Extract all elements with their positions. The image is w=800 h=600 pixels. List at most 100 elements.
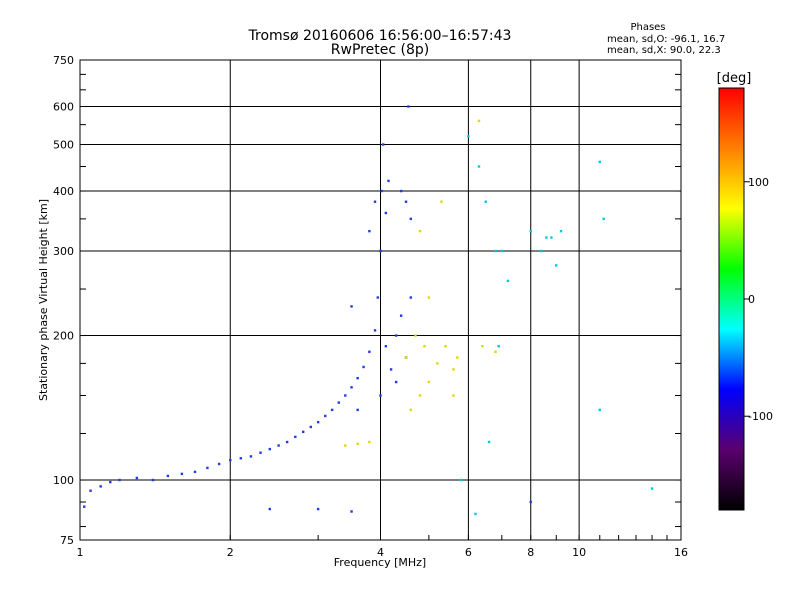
data-point-o (151, 478, 155, 482)
data-point-scattered (602, 217, 605, 221)
data-point-x (427, 380, 431, 384)
data-point-x (418, 394, 422, 397)
data-point-o (389, 368, 393, 371)
y-tick-label: 750 (53, 54, 74, 67)
data-point-x (427, 296, 431, 299)
stats-line-o: mean, sd,O: -96.1, 16.7 (607, 34, 725, 45)
data-point-o (373, 200, 377, 203)
data-point-o (409, 296, 412, 299)
data-point-x (414, 334, 417, 337)
data-point-o (330, 408, 334, 412)
data-point-o (217, 462, 221, 466)
data-point-scattered (550, 236, 553, 239)
data-point-scattered (487, 440, 491, 444)
data-point-scattered (467, 135, 470, 138)
y-tick-label: 200 (53, 330, 74, 343)
data-point-o (83, 505, 86, 508)
data-point-o (259, 451, 262, 454)
colorbar (718, 87, 745, 511)
y-tick-label: 100 (53, 474, 74, 487)
colorbar-ticks: 100 0 -100 (744, 176, 773, 423)
data-point-o (379, 394, 382, 397)
data-point-o (193, 470, 197, 474)
data-point-o (294, 435, 297, 439)
data-point-o (324, 414, 327, 418)
data-point-scattered (598, 408, 601, 412)
data-point-x (409, 408, 412, 412)
data-point-o (350, 386, 353, 389)
data-point-scattered (459, 478, 463, 482)
x-tick-label: 6 (465, 546, 472, 559)
data-point-scattered (484, 200, 487, 203)
data-point-o (394, 380, 398, 384)
y-ticks: 75 100 200 300 400 500 600 750 (53, 54, 681, 547)
data-point-scattered (559, 229, 563, 233)
data-point-o (384, 345, 388, 348)
data-point-o (381, 143, 385, 146)
chart-subtitle: RwPretec (8p) (331, 42, 429, 58)
data-point-scattered (506, 279, 510, 283)
data-point-o (239, 457, 243, 460)
data-point-scattered (474, 512, 477, 516)
data-point-o (180, 472, 184, 476)
data-point-scattered (650, 487, 654, 490)
x-tick-label: 8 (527, 546, 534, 559)
data-point-x (494, 350, 497, 353)
x-tick-label: 1 (77, 546, 84, 559)
data-point-o (268, 507, 271, 511)
data-point-x (344, 444, 347, 447)
data-point-x (418, 229, 422, 233)
data-point-o (379, 249, 382, 253)
data-point-o (407, 105, 410, 108)
data-point-o (362, 365, 365, 369)
data-point-o (285, 440, 289, 444)
data-point-x (368, 440, 371, 444)
colorbar-tick-label: 0 (748, 293, 755, 306)
data-point-scattered (540, 249, 543, 253)
data-point-scattered (497, 345, 500, 348)
y-tick-label: 75 (60, 534, 74, 547)
data-point-x (452, 368, 455, 371)
y-tick-label: 500 (53, 139, 74, 152)
colorbar-tick-label: -100 (748, 410, 773, 423)
data-point-o (356, 376, 359, 380)
data-point-x (444, 345, 447, 348)
data-point-o (394, 334, 398, 337)
data-point-scattered (494, 249, 497, 253)
data-point-o (118, 478, 121, 482)
data-point-o (277, 444, 280, 447)
chart-title: Tromsø 20160606 16:56:00–16:57:43 (248, 28, 512, 44)
data-point-x (423, 345, 426, 348)
data-point-scattered (545, 236, 548, 239)
data-point-o (316, 420, 320, 424)
y-tick-label: 300 (53, 245, 74, 258)
data-point-x (404, 356, 408, 359)
data-point-o (309, 425, 312, 429)
data-point-o (376, 296, 379, 299)
data-point-o (380, 189, 383, 193)
x-tick-label: 16 (674, 546, 688, 559)
data-points (83, 105, 654, 516)
x-tick-label: 4 (377, 546, 384, 559)
data-point-o (89, 489, 92, 492)
data-point-o (135, 476, 139, 480)
data-point-o (109, 480, 112, 484)
data-point-o (368, 350, 371, 353)
data-point-o (368, 229, 371, 233)
data-point-o (249, 455, 253, 458)
data-point-o (399, 189, 403, 193)
y-tick-label: 400 (53, 185, 74, 198)
data-point-x (452, 394, 455, 397)
data-point-scattered (500, 249, 504, 253)
data-point-o (529, 500, 532, 504)
data-point-o (350, 305, 353, 308)
data-point-o (404, 200, 408, 203)
data-point-x (356, 442, 359, 445)
data-point-o (350, 510, 353, 513)
x-tick-label: 10 (572, 546, 586, 559)
data-point-o (316, 507, 320, 511)
data-point-o (268, 447, 271, 451)
data-point-o (409, 217, 412, 221)
data-point-o (301, 430, 305, 434)
